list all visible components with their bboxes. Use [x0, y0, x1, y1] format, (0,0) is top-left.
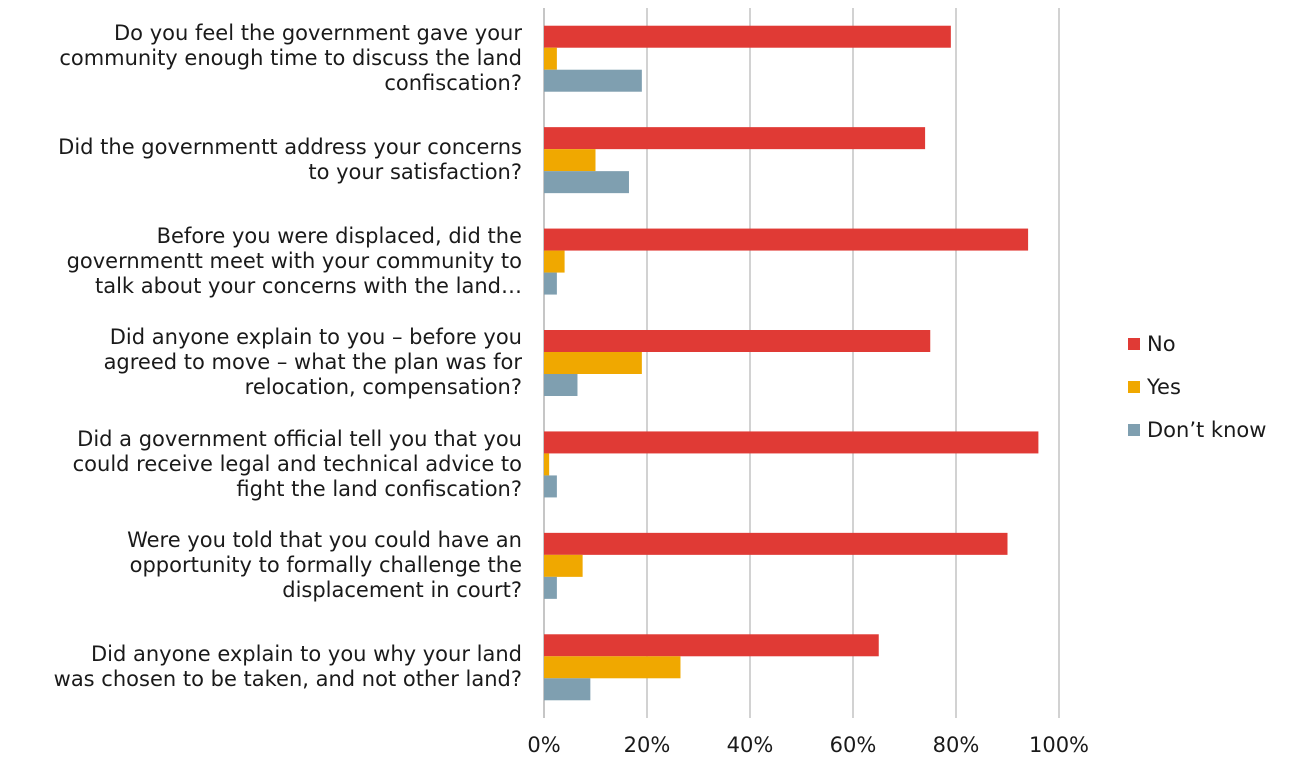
bar-yes-4 [544, 453, 550, 476]
bar-don-t-know-4 [544, 475, 557, 498]
category-label-line: confiscation? [384, 71, 522, 96]
category-label: Did the governmentt address your concern… [0, 109, 522, 210]
category-label-line: opportunity to formally challenge the [129, 553, 522, 578]
category-label-line: Did a government official tell you that … [77, 426, 522, 451]
category-label-line: relocation, compensation? [244, 375, 522, 400]
legend-label: Yes [1147, 374, 1181, 399]
x-tick-label: 100% [1029, 733, 1089, 757]
category-label-line: Did anyone explain to you why your land [90, 642, 522, 667]
bar-don-t-know-2 [544, 272, 557, 295]
bar-no-3 [544, 330, 931, 352]
category-label: Do you feel the government gave your comm… [0, 8, 522, 109]
category-label-line: community enough time to discuss the lan… [59, 46, 522, 71]
category-label: Did anyone explain to you – before you ag… [0, 312, 522, 413]
category-label-line: to your satisfaction? [308, 160, 522, 185]
bar-don-t-know-1 [544, 171, 629, 194]
category-label-line: agreed to move – what the plan was for [103, 350, 522, 375]
legend-item: Yes [1128, 365, 1266, 408]
category-label-line: Were you told that you could have an [127, 528, 522, 553]
category-label-line: talk about your concerns with the land… [94, 274, 522, 299]
bar-don-t-know-6 [544, 678, 591, 701]
bar-yes-5 [544, 554, 583, 577]
category-label: Were you told that you could have an oppo… [0, 515, 522, 616]
bar-no-5 [544, 532, 1008, 555]
bar-no-4 [544, 431, 1039, 454]
x-tick-label: 0% [527, 733, 560, 757]
category-label-line: Did anyone explain to you – before you [109, 325, 522, 350]
legend-label: Don’t know [1147, 417, 1267, 442]
bar-don-t-know-5 [544, 576, 557, 599]
bar-yes-0 [544, 47, 557, 70]
category-label-line: fight the land confiscation? [236, 476, 522, 501]
category-label-line: was chosen to be taken, and not other la… [53, 667, 522, 692]
bar-no-0 [544, 25, 951, 48]
category-label-line: governmentt meet with your community to [66, 249, 522, 274]
category-label-line: Do you feel the government gave your [114, 21, 522, 46]
category-label: Did anyone explain to you why your land w… [0, 617, 522, 718]
bar-no-6 [544, 634, 879, 657]
bar-yes-1 [544, 149, 596, 172]
x-tick-label: 40% [727, 733, 774, 757]
legend-item: Don’t know [1128, 408, 1266, 451]
bar-no-2 [544, 228, 1029, 251]
bar-don-t-know-0 [544, 69, 642, 92]
bar-don-t-know-3 [544, 374, 578, 396]
category-label-line: could receive legal and technical advice… [72, 451, 522, 476]
legend-swatch [1128, 380, 1140, 393]
category-label: Did a government official tell you that … [0, 414, 522, 515]
bar-yes-2 [544, 250, 565, 273]
x-tick-label: 60% [830, 733, 877, 757]
category-label-line: Did the governmentt address your concern… [58, 135, 522, 160]
x-tick-label: 80% [933, 733, 980, 757]
bar-no-1 [544, 127, 926, 150]
legend-swatch [1128, 423, 1140, 436]
category-label: Before you were displaced, did the govern… [0, 211, 522, 312]
x-tick-label: 20% [624, 733, 671, 757]
legend: No Yes Don’t know [1128, 322, 1266, 451]
category-label-line: Before you were displaced, did the [156, 224, 522, 249]
legend-swatch [1128, 337, 1140, 350]
bar-yes-6 [544, 656, 681, 679]
legend-label: No [1147, 331, 1176, 356]
bar-yes-3 [544, 352, 642, 374]
category-label-line: displacement in court? [282, 578, 522, 603]
legend-item: No [1128, 322, 1266, 365]
